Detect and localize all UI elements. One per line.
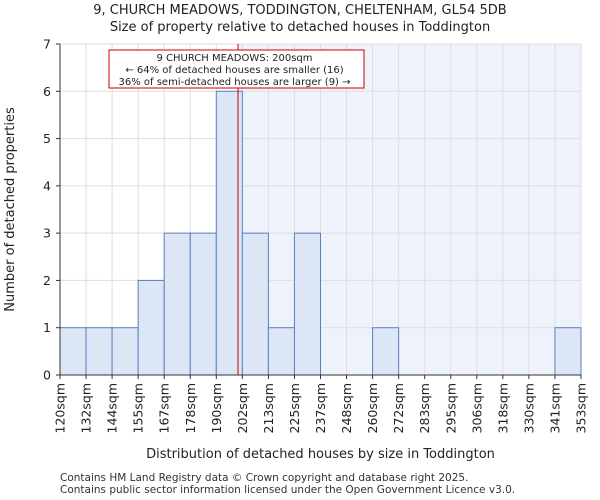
- x-tick-label: 213sqm: [261, 383, 276, 433]
- bar: [59, 327, 87, 376]
- x-tick-label: 283sqm: [417, 383, 432, 433]
- x-tick-label: 167sqm: [157, 383, 172, 433]
- highlight-region: [238, 44, 581, 375]
- bar: [137, 279, 165, 376]
- bar: [111, 327, 139, 376]
- y-tick-label: 4: [43, 178, 51, 193]
- bar: [85, 327, 113, 376]
- x-tick-label: 202sqm: [235, 383, 250, 433]
- x-tick-label: 260sqm: [365, 383, 380, 433]
- y-tick-label: 3: [43, 226, 51, 241]
- x-tick-label: 248sqm: [339, 383, 354, 433]
- y-tick-label: 5: [43, 131, 51, 146]
- x-tick-label: 178sqm: [183, 383, 198, 433]
- x-tick-label: 353sqm: [574, 383, 589, 433]
- x-tick-label: 144sqm: [105, 383, 120, 433]
- x-tick-label: 190sqm: [209, 383, 224, 433]
- y-tick-label: 6: [43, 84, 51, 99]
- x-tick-label: 237sqm: [313, 383, 328, 433]
- y-tick-label: 7: [43, 37, 51, 52]
- x-tick-label: 120sqm: [53, 383, 68, 433]
- annotation-line-1: 9 CHURCH MEADOWS: 200sqm: [156, 53, 312, 64]
- annotation-line-3: 36% of semi-detached houses are larger (…: [118, 77, 350, 88]
- footer-line-2: Contains public sector information licen…: [60, 484, 516, 496]
- footer-line-1: Contains HM Land Registry data © Crown c…: [60, 472, 469, 484]
- chart-title: 9, CHURCH MEADOWS, TODDINGTON, CHELTENHA…: [93, 3, 507, 18]
- x-tick-label: 330sqm: [521, 383, 536, 433]
- chart-subtitle: Size of property relative to detached ho…: [109, 20, 491, 35]
- y-tick-label: 2: [43, 273, 51, 288]
- x-tick-label: 272sqm: [391, 383, 406, 433]
- bar: [554, 327, 582, 376]
- x-axis-label: Distribution of detached houses by size …: [146, 447, 495, 462]
- x-tick-label: 306sqm: [469, 383, 484, 433]
- y-tick-label: 0: [43, 368, 51, 383]
- x-tick-label: 295sqm: [443, 383, 458, 433]
- x-tick-label: 132sqm: [79, 383, 94, 433]
- bar: [372, 327, 400, 376]
- x-tick-label: 225sqm: [287, 383, 302, 433]
- annotation-line-2: ← 64% of detached houses are smaller (16…: [125, 65, 343, 76]
- x-tick-label: 341sqm: [547, 383, 562, 433]
- bar: [241, 232, 269, 376]
- bar: [293, 232, 322, 376]
- bar: [189, 232, 217, 376]
- y-tick-label: 1: [43, 320, 51, 335]
- bar: [267, 327, 295, 376]
- x-tick-label: 318sqm: [495, 383, 510, 433]
- x-tick-label: 155sqm: [131, 383, 146, 433]
- annotation-box: [108, 49, 365, 89]
- y-axis-label: Number of detached properties: [3, 107, 18, 312]
- bar: [163, 232, 191, 376]
